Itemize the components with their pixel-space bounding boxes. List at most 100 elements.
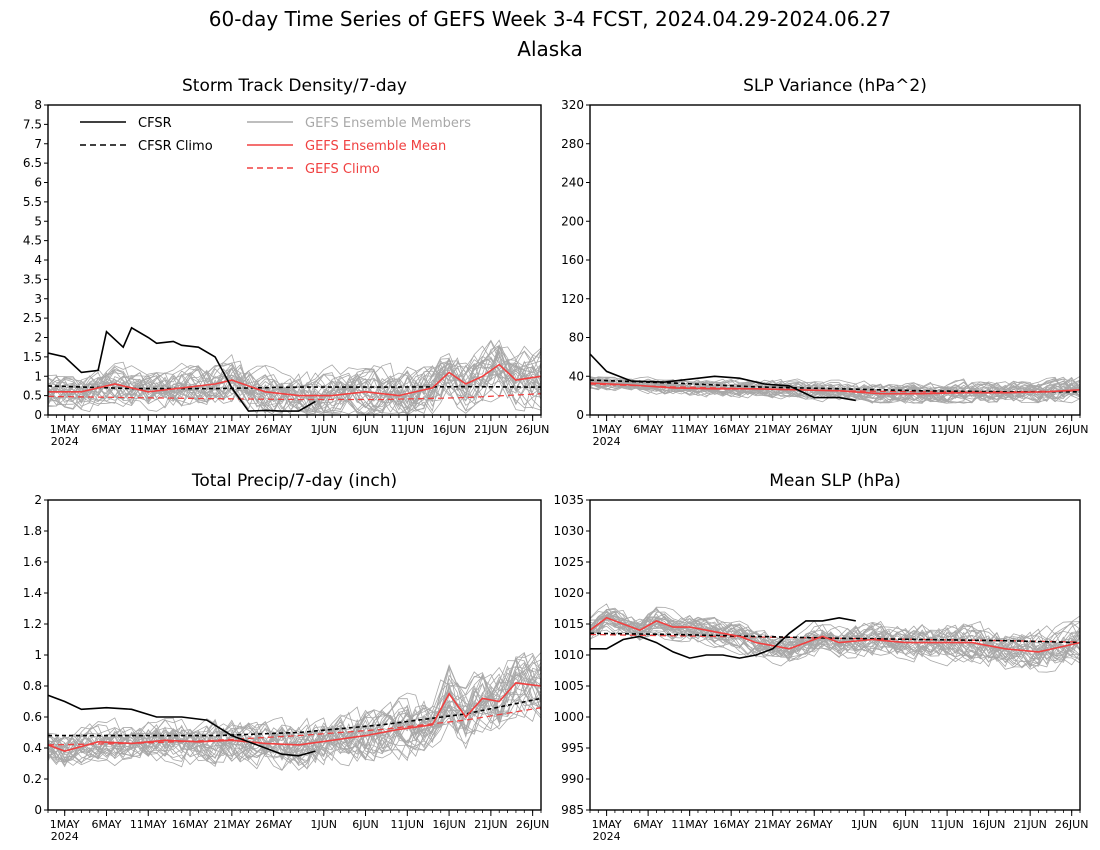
y-tick-label: 40 [569,369,584,383]
x-tick-label: 26JUN [1055,423,1089,436]
y-tick-label: 0.4 [23,741,42,755]
x-tick-label: 21MAY [213,423,250,436]
y-tick-label: 985 [561,803,584,817]
y-tick-label: 80 [569,331,584,345]
y-tick-label: 0.2 [23,772,42,786]
ensemble-member-line [590,610,1080,665]
y-tick-label: 1 [34,648,42,662]
x-tick-label: 26MAY [255,818,292,831]
panel-title: Mean SLP (hPa) [769,471,901,491]
y-tick-label: 1025 [553,555,584,569]
x-tick-label: 21JUN [474,818,508,831]
cfsr-climo-line [590,379,1080,393]
y-tick-label: 200 [561,214,584,228]
x-tick-label: 1JUN [310,818,337,831]
cfsr-line [590,353,856,402]
ensemble-member-line [590,378,1080,402]
x-tick-label: 26MAY [796,423,833,436]
x-tick-label: 26MAY [255,423,292,436]
y-tick-label: 1.5 [23,350,42,364]
x-tick-label: 21MAY [754,423,791,436]
ensemble-member-line [48,682,541,770]
x-tick-label: 1MAY [592,423,622,436]
y-tick-label: 5.5 [23,195,42,209]
y-tick-label: 6.5 [23,156,42,170]
x-tick-label: 6MAY [633,818,663,831]
panel-title: Total Precip/7-day (inch) [191,471,397,491]
y-tick-label: 280 [561,137,584,151]
y-tick-label: 6 [34,176,42,190]
ensemble-member-line [48,346,541,415]
figure-title-line2: Alaska [517,37,582,61]
x-tick-label: 21JUN [1013,818,1047,831]
ensemble-members [48,652,541,771]
x-tick-label: 1JUN [851,423,878,436]
ensemble-members [590,375,1080,404]
y-tick-label: 320 [561,98,584,112]
x-tick-label: 1JUN [851,818,878,831]
x-tick-label: 6JUN [352,423,379,436]
x-tick-label: 26JUN [516,423,550,436]
ensemble-mean-line [590,382,1080,395]
x-tick-label: 1JUN [310,423,337,436]
x-tick-label: 6JUN [892,423,919,436]
cfsr-line [48,326,316,412]
x-tick-label: 26JUN [516,818,550,831]
x-tick-label: 1MAY [50,818,80,831]
x-year-label: 2024 [593,435,621,448]
y-tick-label: 1.8 [23,524,42,538]
y-tick-label: 0.5 [23,389,42,403]
x-tick-label: 11MAY [671,818,708,831]
y-tick-label: 240 [561,176,584,190]
x-tick-label: 1MAY [50,423,80,436]
x-tick-label: 26MAY [796,818,833,831]
y-tick-label: 0 [34,803,42,817]
legend-label-ens-mean: GEFS Ensemble Mean [305,139,446,154]
ensemble-member-line [590,610,1080,661]
x-tick-label: 11MAY [130,423,167,436]
ensemble-member-line [48,652,541,771]
y-tick-label: 1020 [553,586,584,600]
x-tick-label: 21MAY [213,818,250,831]
ensemble-mean-line [590,616,1080,653]
ensemble-member-line [48,354,541,415]
cfsr-line [48,694,316,757]
y-tick-label: 1.4 [23,586,42,600]
panel-title: Storm Track Density/7-day [182,76,407,96]
y-tick-label: 995 [561,741,584,755]
y-tick-label: 8 [34,98,42,112]
y-tick-label: 3 [34,292,42,306]
ensemble-member-line [48,665,541,766]
ensemble-mean-line [48,682,541,752]
y-tick-label: 4 [34,253,42,267]
x-tick-label: 16MAY [713,423,750,436]
x-tick-label: 16JUN [432,423,466,436]
ensemble-member-line [48,339,541,415]
x-tick-label: 6JUN [892,818,919,831]
y-tick-label: 1.6 [23,555,42,569]
x-tick-label: 21MAY [754,818,791,831]
y-tick-label: 5 [34,214,42,228]
y-tick-label: 1 [34,369,42,383]
x-tick-label: 6MAY [92,423,122,436]
y-tick-label: 1005 [553,679,584,693]
x-tick-label: 11JUN [930,818,964,831]
x-year-label: 2024 [51,435,79,448]
cfsr-climo-line [590,632,1080,644]
panel-3: Total Precip/7-day (inch)00.20.40.60.811… [23,471,550,843]
x-tick-label: 26JUN [1055,818,1089,831]
x-tick-label: 16MAY [713,818,750,831]
y-tick-label: 1035 [553,493,584,507]
y-tick-label: 2 [34,331,42,345]
y-tick-label: 0.8 [23,679,42,693]
x-tick-label: 11MAY [671,423,708,436]
gefs-climo-line [48,393,541,401]
x-year-label: 2024 [593,830,621,843]
x-year-label: 2024 [51,830,79,843]
x-tick-label: 11JUN [391,818,425,831]
x-tick-label: 21JUN [474,423,508,436]
y-tick-label: 0 [34,408,42,422]
y-tick-label: 1015 [553,617,584,631]
cfsr-line [590,616,856,659]
figure-title-line1: 60-day Time Series of GEFS Week 3-4 FCST… [209,7,891,31]
